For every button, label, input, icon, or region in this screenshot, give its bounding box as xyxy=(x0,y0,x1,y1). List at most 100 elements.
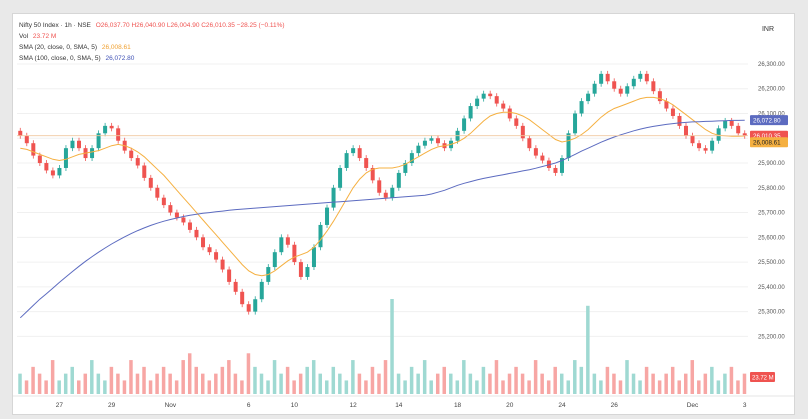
volume-bar xyxy=(18,373,22,394)
candle-body xyxy=(253,299,258,312)
volume-bar xyxy=(318,373,322,394)
candle-body xyxy=(527,138,532,149)
volume-bar xyxy=(586,305,590,394)
volume-bar xyxy=(501,380,505,394)
sma100-label-badge xyxy=(750,115,788,126)
x-tick-label: 27 xyxy=(56,402,64,409)
volume-bar xyxy=(546,380,551,394)
sma20-label-text: 26,008.61 xyxy=(753,140,781,147)
volume-bar xyxy=(690,360,695,394)
volume-bar xyxy=(331,366,336,394)
candle-body xyxy=(742,133,747,136)
candle-body xyxy=(710,140,715,151)
volume-label: Vol xyxy=(19,33,29,40)
volume-bar xyxy=(233,373,238,394)
volume-bar xyxy=(703,373,708,394)
volume-bar xyxy=(155,373,159,394)
volume-bar xyxy=(422,360,427,394)
candle-body xyxy=(618,88,623,94)
volume-bar xyxy=(116,373,120,394)
candle-body xyxy=(24,135,29,144)
candle-body xyxy=(638,73,643,79)
volume-bar xyxy=(429,380,433,394)
volume-bar xyxy=(201,373,205,394)
x-tick-label: Dec xyxy=(687,402,699,409)
candle-body xyxy=(599,73,604,84)
candle-body xyxy=(579,101,584,114)
volume-bar xyxy=(57,380,61,394)
volume-bar xyxy=(63,373,68,394)
volume-bar xyxy=(644,366,649,394)
volume-bar xyxy=(540,373,544,394)
ohlc-values: O26,037.70 H26,040.90 L26,004.90 C26,010… xyxy=(95,22,285,29)
candle-body xyxy=(683,125,688,136)
volume-bar xyxy=(605,366,610,394)
candle-body xyxy=(481,93,486,99)
candle-body xyxy=(390,187,395,198)
candle-body xyxy=(37,155,42,164)
volume-bar xyxy=(194,366,198,394)
candle-body xyxy=(370,167,375,181)
volume-bar xyxy=(96,373,101,394)
volume-bar xyxy=(253,366,257,394)
candle-body xyxy=(57,167,62,176)
volume-bar xyxy=(409,366,414,394)
volume-bar xyxy=(266,380,270,394)
volume-bar xyxy=(494,360,499,394)
volume-bar xyxy=(383,360,388,394)
candle-body xyxy=(142,165,147,178)
x-tick-label: 12 xyxy=(350,402,358,409)
candle-body xyxy=(435,138,440,144)
y-tick-label: 26,100.00 xyxy=(758,111,785,117)
candle-body xyxy=(227,269,232,282)
candle-body xyxy=(697,143,702,149)
volume-bar xyxy=(455,380,460,394)
symbol-name: Nifty 50 Index · 1h · NSE xyxy=(19,22,91,29)
volume-bar xyxy=(533,360,538,394)
x-tick-label: 18 xyxy=(454,402,462,409)
chart-panel: 26,300.0026,200.0026,100.0026,000.0025,9… xyxy=(12,13,795,415)
candle-body xyxy=(77,140,82,149)
volume-bar xyxy=(344,380,349,394)
legend-sma20: SMA (20, close, 0, SMA, 5) 26,008.61 xyxy=(19,44,134,51)
volume-bar xyxy=(723,373,727,394)
volume-bar xyxy=(638,380,642,394)
candle-body xyxy=(677,115,682,126)
volume-bar xyxy=(174,380,179,394)
sma20-label-badge xyxy=(750,137,788,148)
volume-bar xyxy=(70,366,74,394)
candle-body xyxy=(409,153,414,164)
candle-body xyxy=(220,259,225,270)
legend-sma100: SMA (100, close, 0, SMA, 5) 26,072.80 xyxy=(19,55,137,62)
y-tick-label: 25,900.00 xyxy=(758,161,785,167)
volume-bar xyxy=(527,380,531,394)
volume-bar xyxy=(435,373,440,394)
candle-body xyxy=(612,81,617,89)
volume-bar xyxy=(135,373,140,394)
volume-bar xyxy=(553,366,557,394)
candle-body xyxy=(135,158,140,166)
candle-body xyxy=(416,145,421,154)
x-tick-label: Nov xyxy=(165,402,177,409)
volume-bar xyxy=(338,373,342,394)
volume-bar xyxy=(468,373,473,394)
volume-bar xyxy=(514,366,518,394)
volume-bar xyxy=(716,380,721,394)
x-tick-label: 3 xyxy=(743,402,747,409)
sma100-label: SMA (100, close, 0, SMA, 5) xyxy=(19,55,101,62)
candle-body xyxy=(559,158,564,173)
candle-body xyxy=(181,217,186,223)
volume-bar xyxy=(481,366,486,394)
candle-body xyxy=(462,118,467,131)
volume-bar xyxy=(559,373,564,394)
volume-bar xyxy=(351,360,355,394)
current-price-label-text: 26,010.35 xyxy=(753,133,781,140)
x-tick-label: 24 xyxy=(558,402,566,409)
candle-body xyxy=(396,172,401,188)
volume-bar xyxy=(292,380,296,394)
candle-body xyxy=(344,153,349,168)
candle-body xyxy=(233,281,238,292)
candle-body xyxy=(507,108,512,119)
candle-body xyxy=(520,125,525,139)
volume-bar xyxy=(520,373,525,394)
